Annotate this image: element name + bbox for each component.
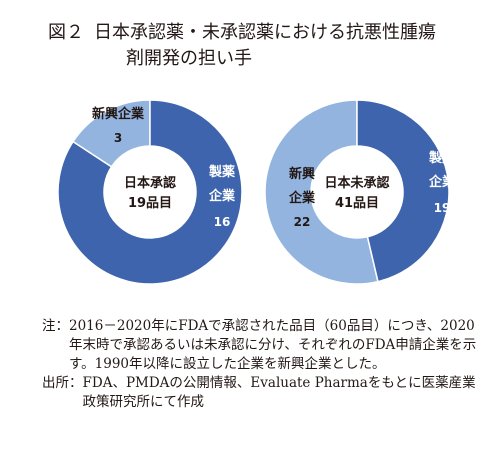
source-head: 出所： xyxy=(42,375,83,391)
slice-value-approved-pharma: 16 xyxy=(214,215,231,229)
center-label-unapproved-line1: 日本未承認 xyxy=(324,175,389,191)
figure-title: 図２ 日本承認薬・未承認薬における抗悪性腫瘍 剤開発の担い手 xyxy=(48,20,488,72)
center-label-unapproved-line2: 41品目 xyxy=(335,196,379,211)
figure-number: 図２ xyxy=(48,22,84,43)
footnotes: 注： 2016－2020年にFDAで承認された品目（60品目）につき、2020年… xyxy=(42,317,488,412)
donut-unapproved-hole xyxy=(311,146,403,238)
note-row: 注： 2016－2020年にFDAで承認された品目（60品目）につき、2020年… xyxy=(42,317,488,374)
donut-approved: 日本承認 19品目 新興企業 3 製薬 企業 16 xyxy=(57,99,243,285)
center-label-approved-line1: 日本承認 xyxy=(124,175,176,191)
note-head: 注： xyxy=(42,318,69,334)
slice-label-approved-new: 新興企業 xyxy=(92,106,145,122)
donut-approved-hole xyxy=(104,146,196,238)
figure-title-line2: 剤開発の担い手 xyxy=(126,48,252,69)
slice-value-unapproved-pharma: 19 xyxy=(434,201,451,215)
source-body: FDA、PMDAの公開情報、Evaluate Pharmaをもとに医薬産業政策研… xyxy=(82,375,476,410)
slice-label-unapproved-new-2: 企業 xyxy=(288,190,316,206)
source-row: 出所： FDA、PMDAの公開情報、Evaluate Pharmaをもとに医薬産… xyxy=(42,374,488,412)
slice-label-approved-pharma-2: 企業 xyxy=(208,188,236,204)
slice-label-unapproved-pharma-2: 企業 xyxy=(428,174,456,190)
slice-label-approved-pharma-1: 製薬 xyxy=(208,164,236,180)
donut-unapproved: 日本未承認 41品目 新興 企業 22 製薬 企業 19 xyxy=(264,99,456,285)
slice-value-approved-new: 3 xyxy=(114,131,122,145)
slice-label-unapproved-pharma-1: 製薬 xyxy=(428,150,456,166)
slice-label-unapproved-new-1: 新興 xyxy=(289,166,315,182)
note-body: 2016－2020年にFDAで承認された品目（60品目）につき、2020年末時で… xyxy=(69,318,477,372)
slice-value-unapproved-new: 22 xyxy=(294,215,311,229)
center-label-approved-line2: 19品目 xyxy=(128,196,172,211)
figure-title-line1: 日本承認薬・未承認薬における抗悪性腫瘍 xyxy=(94,22,436,43)
donut-charts: 日本承認 19品目 新興企業 3 製薬 企業 16 日本未承認 41品目 新興 … xyxy=(57,99,456,285)
